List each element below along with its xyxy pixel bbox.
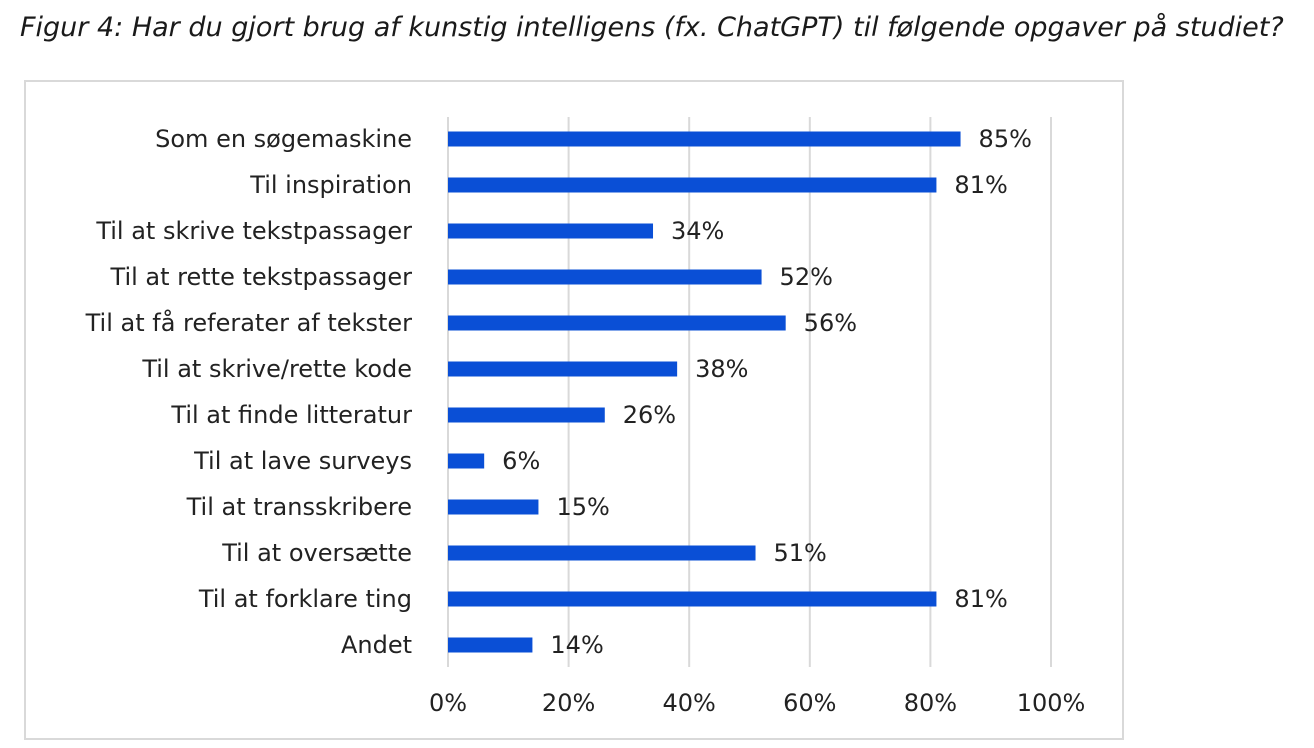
value-label: 56% bbox=[804, 309, 857, 337]
x-tick-label: 20% bbox=[542, 689, 595, 717]
bar bbox=[448, 315, 786, 331]
bar bbox=[448, 499, 539, 515]
value-label: 34% bbox=[671, 217, 724, 245]
category-label: Til at få referater af tekster bbox=[85, 308, 413, 337]
category-label: Andet bbox=[341, 631, 412, 659]
bar bbox=[448, 361, 678, 377]
value-label: 85% bbox=[979, 125, 1032, 153]
x-tick-label: 40% bbox=[663, 689, 716, 717]
chart-frame: 0% 20% 40% 60% 80% 100% Som en søgemaskine 85% T… bbox=[24, 80, 1124, 740]
value-label: 81% bbox=[954, 585, 1007, 613]
x-tick-label: 100% bbox=[1017, 689, 1086, 717]
figure-title: Figur 4: Har du gjort brug af kunstig in… bbox=[20, 12, 1284, 43]
x-tick-label: 60% bbox=[783, 689, 836, 717]
bar bbox=[448, 131, 961, 147]
bar bbox=[448, 223, 654, 239]
category-label: Til at oversætte bbox=[221, 539, 412, 567]
bar bbox=[448, 269, 762, 285]
value-label: 14% bbox=[550, 631, 603, 659]
category-label: Til at skrive/rette kode bbox=[141, 355, 412, 383]
category-label: Til at rette tekstpassager bbox=[110, 263, 413, 291]
category-label: Til at skrive tekstpassager bbox=[95, 217, 412, 245]
x-tick-label: 0% bbox=[429, 689, 467, 717]
bar bbox=[448, 407, 605, 423]
bar bbox=[448, 637, 533, 653]
bar bbox=[448, 453, 485, 469]
value-label: 81% bbox=[954, 171, 1007, 199]
value-label: 26% bbox=[623, 401, 676, 429]
category-label: Til at finde litteratur bbox=[170, 401, 412, 429]
value-label: 51% bbox=[774, 539, 827, 567]
value-label: 15% bbox=[556, 493, 609, 521]
bar bbox=[448, 545, 756, 561]
category-label: Som en søgemaskine bbox=[155, 125, 412, 153]
category-label: Til inspiration bbox=[249, 171, 412, 199]
category-label: Til at transskribere bbox=[186, 493, 412, 521]
value-label: 6% bbox=[502, 447, 540, 475]
bar-chart: 0% 20% 40% 60% 80% 100% Som en søgemaskine 85% T… bbox=[85, 117, 1086, 717]
value-label: 52% bbox=[780, 263, 833, 291]
x-tick-label: 80% bbox=[904, 689, 957, 717]
bar bbox=[448, 177, 937, 193]
bar bbox=[448, 591, 937, 607]
category-label: Til at forklare ting bbox=[198, 585, 412, 613]
category-label: Til at lave surveys bbox=[193, 447, 412, 475]
value-label: 38% bbox=[695, 355, 748, 383]
